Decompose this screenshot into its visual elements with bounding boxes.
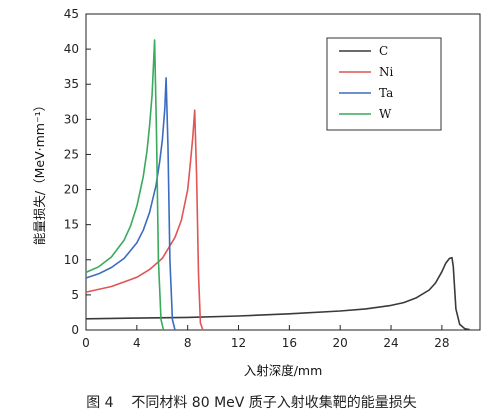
y-tick-label: 5 <box>71 288 79 302</box>
x-tick-label: 4 <box>133 336 141 350</box>
legend-label-ni: Ni <box>379 65 394 79</box>
series-line-w <box>85 39 165 331</box>
x-tick-label: 12 <box>231 336 246 350</box>
y-tick-label: 25 <box>64 147 79 161</box>
plot-frame <box>85 13 481 331</box>
series-lines <box>85 39 470 331</box>
y-tick-label: 20 <box>64 183 79 197</box>
figure-caption: 图 4 不同材料 80 MeV 质子入射收集靶的能量损失 <box>86 395 417 411</box>
x-tick-label: 16 <box>282 336 297 350</box>
y-tick-label: 0 <box>71 323 79 337</box>
y-tick-label: 45 <box>64 7 79 21</box>
series-line-ta <box>85 77 176 331</box>
y-tick-label: 40 <box>64 42 79 56</box>
y-tick-label: 35 <box>64 77 79 91</box>
y-axis-title: 能量损失/（MeV·mm⁻¹） <box>32 99 47 245</box>
x-tick-label: 28 <box>434 336 449 350</box>
legend: C Ni Ta W <box>326 37 442 131</box>
x-axis-title: 入射深度/mm <box>244 363 323 378</box>
plot-area: 0 4 8 12 16 20 24 28 0 5 10 15 20 25 30 35 40 45 C Ni Ta W <box>64 7 481 350</box>
x-tick-label: 0 <box>82 336 90 350</box>
legend-label-w: W <box>379 107 392 121</box>
x-tick-label: 20 <box>333 336 348 350</box>
series-line-ni <box>85 109 204 331</box>
y-tick-label: 30 <box>64 112 79 126</box>
y-tick-label: 10 <box>64 253 79 267</box>
x-tick-label: 24 <box>383 336 398 350</box>
legend-label-c: C <box>379 44 388 58</box>
x-tick-label: 8 <box>184 336 192 350</box>
legend-label-ta: Ta <box>379 86 393 100</box>
y-tick-label: 15 <box>64 218 79 232</box>
axis-ticks: 0 4 8 12 16 20 24 28 0 5 10 15 20 25 30 35 40 45 <box>64 7 450 350</box>
series-line-c <box>85 256 470 331</box>
